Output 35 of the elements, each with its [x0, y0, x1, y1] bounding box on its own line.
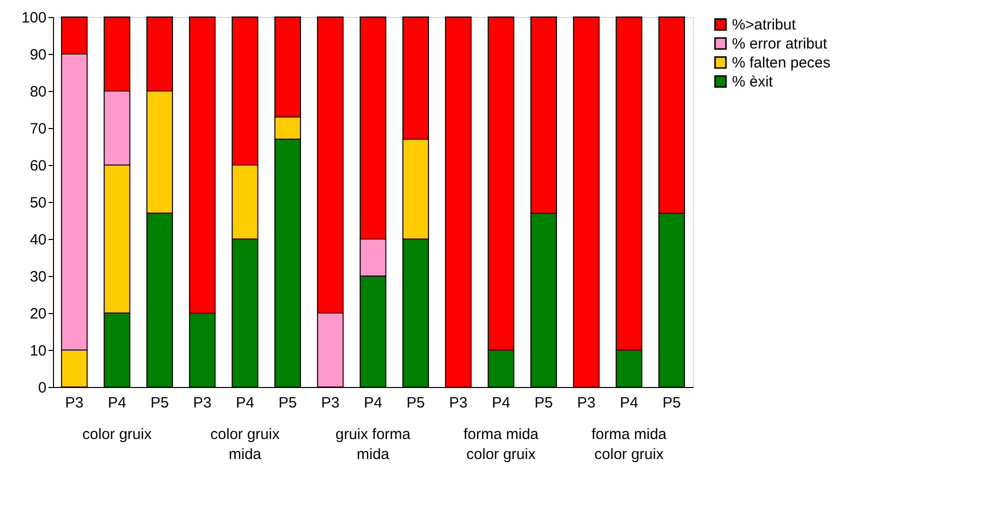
y-tick-label: 80 [30, 84, 46, 100]
x-tick-label: P5 [278, 394, 297, 412]
text: forma mida color gruix [591, 426, 668, 463]
x-tick-label: P5 [534, 394, 553, 412]
x-tick-label: P4 [108, 394, 126, 412]
x-tick-label: P3 [577, 394, 596, 412]
legend-label: % falten peces [732, 54, 830, 72]
legend-label: % èxit [732, 74, 774, 90]
y-tick-label: 20 [30, 306, 46, 322]
y-tick-label: 50 [30, 194, 46, 212]
text: color gruix mida [210, 426, 280, 463]
x-tick-label: P3 [193, 394, 212, 412]
x-tick-label: P5 [662, 394, 681, 412]
y-tick-label: 30 [30, 268, 46, 286]
x-tick-label: P4 [620, 394, 638, 412]
x-tick-label: P4 [236, 394, 254, 412]
legend-label: % error atribut [732, 36, 828, 52]
y-tick-label: 90 [30, 46, 46, 64]
text: color gruix [82, 426, 152, 443]
y-tick-label: 70 [30, 120, 46, 138]
y-tick-label: 100 [21, 10, 46, 26]
x-tick-label: P3 [65, 394, 84, 412]
y-tick-label: 40 [30, 232, 46, 248]
x-tick-label: P4 [364, 394, 382, 412]
y-tick-label: 60 [30, 158, 46, 174]
x-tick-label: P3 [321, 394, 340, 412]
y-tick-label: 0 [38, 380, 46, 396]
x-tick-label: P5 [150, 394, 169, 412]
text: gruix forma mida [335, 426, 412, 463]
y-tick-label: 10 [30, 342, 46, 360]
x-tick-label: P4 [492, 394, 510, 412]
x-tick-label: P3 [449, 394, 468, 412]
x-tick-label: P5 [406, 394, 425, 412]
legend-label: %>atribut [732, 16, 797, 34]
text: forma mida color gruix [463, 426, 540, 463]
